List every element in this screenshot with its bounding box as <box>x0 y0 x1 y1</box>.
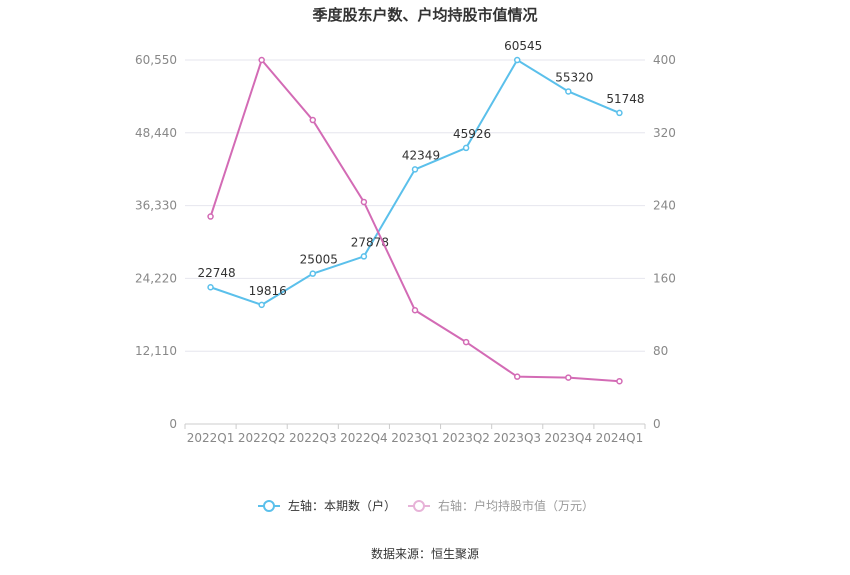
x-tick-label: 2023Q2 <box>442 431 490 445</box>
data-label: 42349 <box>402 148 440 162</box>
x-tick-label: 2022Q3 <box>289 431 337 445</box>
x-tick-label: 2022Q2 <box>238 431 286 445</box>
chart-title: 季度股东户数、户均持股市值情况 <box>312 6 537 24</box>
series-1-point <box>565 88 572 95</box>
legend-label-1: 左轴：本期数（户） <box>288 498 396 513</box>
legend-label-2: 右轴：户均持股市值（万元） <box>438 498 594 513</box>
data-label: 51748 <box>606 92 644 106</box>
data-label: 27878 <box>351 235 389 249</box>
series-1-point <box>360 253 368 260</box>
series-1-point <box>309 270 317 277</box>
series-1-point <box>616 109 623 117</box>
x-tick-label: 2023Q3 <box>493 431 541 445</box>
series-2-point <box>207 213 214 220</box>
series-2-point <box>258 56 265 64</box>
y-left-tick-label: 24,220 <box>135 271 177 285</box>
data-label: 25005 <box>300 253 338 267</box>
y-left-tick-label: 0 <box>169 417 177 431</box>
x-tick-label: 2022Q1 <box>187 431 235 445</box>
series-1-point <box>513 56 521 64</box>
y-right-tick-label: 160 <box>653 271 676 285</box>
series-2-point <box>462 338 470 346</box>
source-note: 数据来源：恒生聚源 <box>371 546 479 561</box>
data-label: 60545 <box>504 39 542 53</box>
series-2-point <box>360 198 368 206</box>
series-1-point <box>258 301 265 309</box>
series-line-1 <box>210 58 620 306</box>
y-left-tick-label: 48,440 <box>135 126 177 140</box>
data-label: 55320 <box>555 70 593 84</box>
x-tick-label: 2023Q4 <box>545 431 593 445</box>
legend-marker-2 <box>413 500 425 512</box>
data-label: 22748 <box>197 266 235 280</box>
series-1-point <box>411 166 419 173</box>
x-tick-label: 2022Q4 <box>340 431 388 445</box>
y-right-tick-label: 0 <box>653 417 661 431</box>
y-right-tick-label: 320 <box>653 126 676 140</box>
series-1-point <box>462 144 470 152</box>
y-left-tick-label: 12,110 <box>135 344 177 358</box>
legend-marker-1 <box>263 500 275 512</box>
y-left-tick-label: 60,550 <box>135 53 177 67</box>
series-2-point <box>565 374 572 381</box>
x-tick-label: 2024Q1 <box>596 431 644 445</box>
series-2-point <box>616 377 623 385</box>
series-2-point <box>309 116 317 124</box>
y-right-tick-label: 240 <box>653 199 676 213</box>
series-1-point <box>207 283 214 291</box>
y-right-tick-label: 80 <box>653 344 668 358</box>
data-label: 45926 <box>453 127 491 141</box>
data-label: 19816 <box>249 284 287 298</box>
series-line-2 <box>209 57 620 383</box>
series-2-point <box>513 373 521 380</box>
y-left-tick-label: 36,330 <box>135 199 177 213</box>
x-tick-label: 2023Q1 <box>391 431 439 445</box>
y-right-tick-label: 400 <box>653 53 676 67</box>
series-2-point <box>411 307 419 314</box>
